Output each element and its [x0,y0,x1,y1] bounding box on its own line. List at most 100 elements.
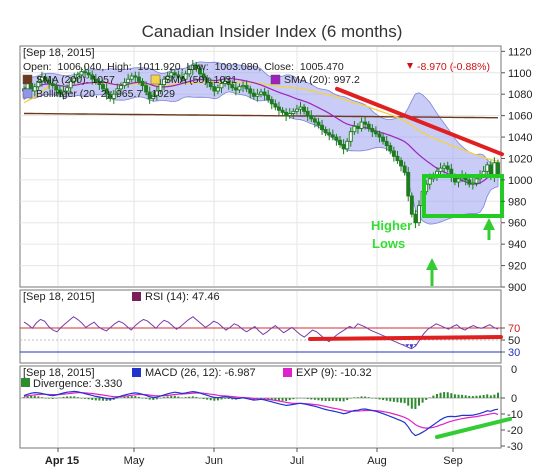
legend-label: SMA (50): 1031 [164,74,237,86]
divergence-bar [119,397,122,399]
candle-body [294,108,299,112]
candle-body [284,111,289,117]
candle [312,115,317,128]
candle [377,130,382,143]
divergence-bar [378,398,381,400]
divergence-bar [220,398,223,400]
candle [201,68,206,82]
macd-tick-neg20: -20 [507,425,523,437]
candle-body [273,103,278,108]
divergence-bar [493,394,496,398]
divergence-bar [285,398,288,402]
divergence-bar [321,398,324,401]
open-label: Open: [23,61,52,73]
candle [194,62,199,72]
candle-body [25,83,30,90]
candle [97,78,102,90]
candle [104,83,109,100]
candle [158,79,163,95]
price-tick-label: 1080 [508,89,532,101]
price-tick-label: 900 [508,282,526,294]
candle-body [427,178,432,185]
candle-body [147,91,152,99]
candle-body [413,213,418,224]
divergence-bar [277,398,280,401]
divergence-bar [270,398,273,400]
candle [32,83,37,97]
candle-body [269,99,274,105]
divergence-bar [202,398,205,399]
candle-body [83,71,87,74]
divergence-bar [80,398,83,399]
candle-body [32,86,37,92]
divergence-bar [134,396,137,398]
candle-body [445,165,450,170]
candle-body [442,165,447,169]
candle-body [119,85,123,90]
divergence-bar [295,398,298,399]
candle [298,101,303,115]
candle-body [180,76,184,80]
candle-body [341,144,346,150]
divergence-bar [163,397,166,398]
divergence-bar [23,397,25,398]
candle [54,82,59,96]
change-value: -8.970 (-0.88%) [417,61,490,73]
candle-body [126,78,131,83]
candle-body [75,74,80,79]
higher-low-arrow-2 [483,218,495,240]
divergence-bar [489,395,492,398]
candle [212,81,217,97]
candle [101,80,105,93]
candle [255,88,260,102]
divergence-bar [356,397,359,398]
candle-body [287,113,292,117]
divergence-bar [410,398,413,409]
candle-body [230,84,235,89]
divergence-bar [313,398,316,400]
candle-body [158,84,163,92]
divergence-bar [195,397,198,398]
candle-body [201,73,206,79]
divergence-bar [403,398,406,404]
candle [287,108,292,119]
candle [136,71,141,85]
candle [352,120,357,135]
candle [50,78,55,89]
candle [40,71,44,87]
candle-body [309,115,314,120]
macd-panel: [Sep 18, 2015] MACD (26, 12): -6.987 EXP… [19,364,523,453]
divergence-bar [123,396,126,398]
divergence-bar [486,394,489,398]
exp-legend-swatch [283,368,292,377]
price-tick-label: 1040 [508,132,532,144]
candle-body [377,133,382,138]
rsi-line [23,316,499,350]
candle [172,69,177,79]
candle [399,157,403,172]
divergence-bar [471,396,474,398]
divergence-bar [464,395,467,398]
candle [233,82,238,96]
divergence-bar [292,398,295,400]
divergence-bar [91,398,94,400]
macd-tick-neg30: -30 [507,441,523,453]
candle [223,75,228,87]
candle-body [438,167,443,172]
candle [320,119,324,135]
macd-legend-swatch [132,368,141,377]
price-y-axis: 1120 1100 1080 1060 1040 1020 1000 980 960 940 920… [501,46,532,294]
divergence-bar [371,398,374,399]
divergence-bar [328,398,331,402]
divergence-bar [173,395,176,398]
divergence-bar [26,396,29,398]
high-label: High: [107,61,132,73]
candle [133,71,138,83]
x-tick-label: Jun [205,455,223,467]
high-value: 1011.920 [138,61,181,73]
divergence-bar [191,396,194,398]
candle-body [485,164,490,172]
candle [122,78,127,89]
macd-tick-0b: 0 [511,393,517,405]
rsi-tick-70: 70 [508,323,520,335]
